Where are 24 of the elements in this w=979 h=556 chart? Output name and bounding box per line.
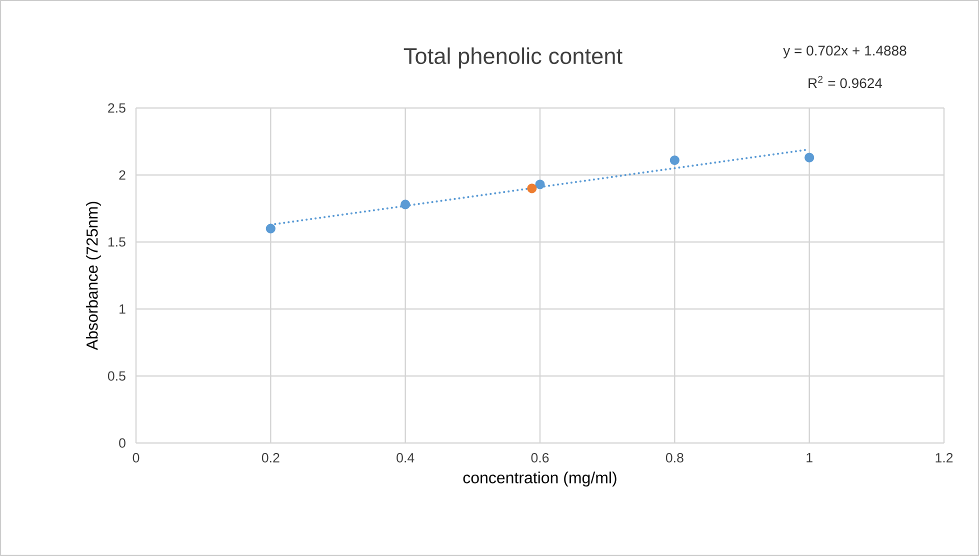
- text: y = 0.702x + 1.4888: [783, 46, 906, 58]
- x-tick-label: 1.2: [936, 453, 953, 462]
- x-tick-label: 1: [806, 453, 812, 462]
- point: [670, 155, 680, 166]
- x-tick-label: 0.2: [262, 453, 280, 462]
- x-tick-label: 0.6: [531, 453, 549, 462]
- point: [527, 184, 537, 194]
- point: [804, 152, 814, 162]
- x-tick-label: 0: [132, 453, 140, 462]
- point: [535, 180, 545, 190]
- y-tick-label: 1.5: [108, 237, 126, 247]
- y-tick-label: 2: [119, 170, 126, 180]
- y-tick-label: 1: [120, 304, 126, 314]
- point: [400, 200, 410, 210]
- chart-title: Total phenolic content: [404, 47, 622, 69]
- x-axis-title: concentration (mg/ml): [463, 472, 616, 487]
- y-axis-title: Absorbance (725nm): [86, 202, 101, 350]
- y-tick-label: 0: [119, 438, 126, 448]
- x-tick-label: 0.8: [666, 453, 684, 462]
- text: R$^{2}$ = 0.9624: [808, 76, 882, 88]
- y-tick-label: 0.5: [108, 371, 126, 381]
- x-tick-label: 0.4: [396, 453, 414, 462]
- point: [266, 224, 276, 234]
- y-tick-label: 2.5: [108, 103, 126, 113]
